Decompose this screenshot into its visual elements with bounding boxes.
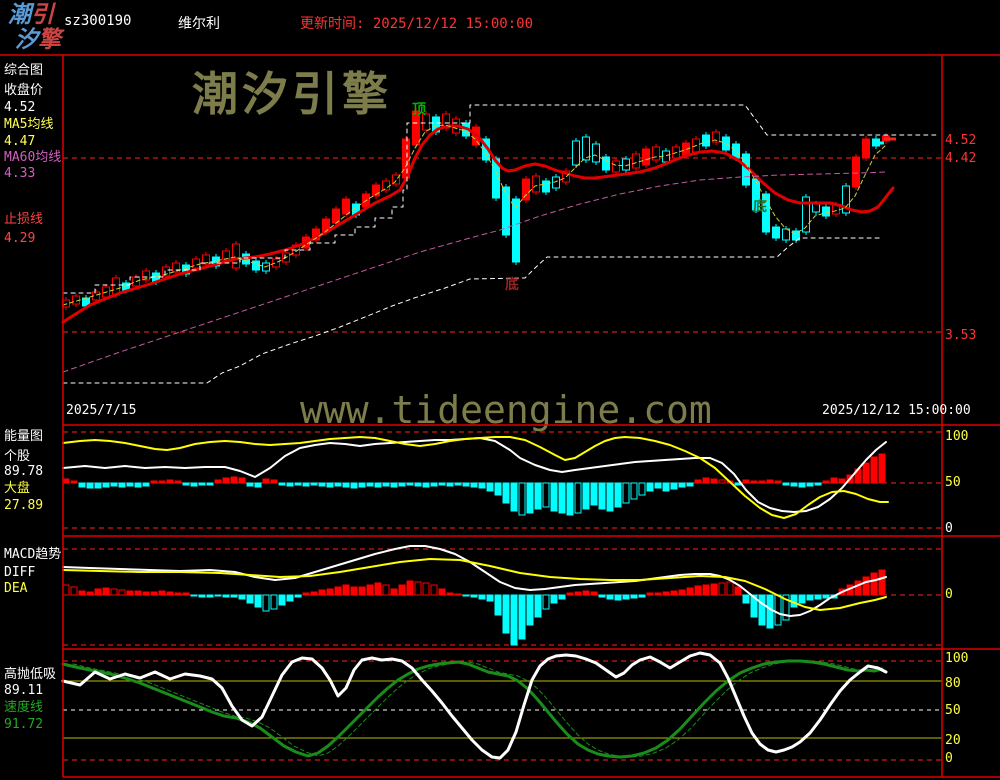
legend-oscillator: 91.72 <box>4 717 44 732</box>
band-lower-white <box>62 237 881 384</box>
diff-white <box>62 545 887 617</box>
oscillator-pane[interactable] <box>63 649 942 777</box>
legend-main-candlestick: 4.33 <box>4 166 36 181</box>
legend-oscillator: 高抛低吸 <box>4 667 57 682</box>
legend-energy: 89.78 <box>4 464 44 479</box>
ma5-yellow <box>62 124 886 306</box>
logo-char: 潮 <box>8 2 31 28</box>
axis-label-main-candlestick: 4.42 <box>945 151 977 166</box>
legend-macd: DIFF <box>4 565 36 580</box>
legend-energy: 能量图 <box>4 429 44 444</box>
legend-macd: DEA <box>4 581 28 596</box>
legend-main-candlestick: 综合图 <box>4 63 44 78</box>
signal-annotation: 顶 <box>412 102 426 118</box>
axis-label-oscillator: 80 <box>945 676 961 691</box>
legend-main-candlestick: 4.52 <box>4 100 36 115</box>
legend-main-candlestick: 止损线 <box>4 212 44 227</box>
logo-char: 汐 <box>15 27 38 53</box>
legend-oscillator: 89.11 <box>4 683 44 698</box>
axis-label-macd: 0 <box>945 587 953 602</box>
date-end-label: 2025/12/12 15:00:00 <box>822 403 971 418</box>
legend-main-candlestick: 4.29 <box>4 231 36 246</box>
axis-label-oscillator: 0 <box>945 751 953 766</box>
speed-green-dashed <box>72 660 881 758</box>
legend-energy: 27.89 <box>4 498 44 513</box>
date-start-label: 2025/7/15 <box>66 403 137 418</box>
legend-macd: MACD趋势 <box>4 547 62 562</box>
tide-engine-logo[interactable]: 潮引 汐擎 <box>8 3 61 53</box>
stock-code: sz300190 <box>64 13 132 29</box>
legend-main-candlestick: MA60均线 <box>4 150 62 165</box>
legend-main-candlestick: 4.47 <box>4 134 36 149</box>
axis-label-oscillator: 20 <box>945 733 961 748</box>
stock-name: 维尔利 <box>178 16 220 32</box>
axis-label-energy: 50 <box>945 475 961 490</box>
hi-sell-lo-buy-white <box>61 651 888 760</box>
logo-char: 擎 <box>38 27 61 53</box>
axis-label-main-candlestick: 4.52 <box>945 133 977 148</box>
dea-yellow <box>62 558 887 611</box>
energy-pane[interactable] <box>63 425 942 536</box>
logo-char: 引 <box>31 2 54 28</box>
watermark-brand: 潮汐引擎 <box>192 67 392 121</box>
macd-pane[interactable] <box>63 536 942 649</box>
update-time: 更新时间: 2025/12/12 15:00:00 <box>300 16 534 32</box>
trend-red-ma <box>61 124 895 324</box>
stock-energy-white <box>62 437 887 513</box>
axis-label-oscillator: 100 <box>945 651 969 666</box>
legend-main-candlestick: 收盘价 <box>4 83 44 98</box>
legend-oscillator: 速度线 <box>4 700 44 715</box>
speed-green <box>61 659 884 759</box>
main-chart-pane[interactable] <box>63 55 942 425</box>
axis-label-energy: 0 <box>945 521 953 536</box>
legend-main-candlestick: MA5均线 <box>4 117 54 132</box>
signal-annotation: 底 <box>753 198 767 215</box>
axis-label-main-candlestick: 3.53 <box>945 328 977 343</box>
signal-annotation: 底 <box>505 276 519 293</box>
legend-energy: 大盘 <box>4 481 31 496</box>
legend-energy: 个股 <box>4 449 31 464</box>
market-energy-yellow <box>62 436 889 519</box>
axis-label-oscillator: 50 <box>945 703 961 718</box>
axis-label-energy: 100 <box>945 429 969 444</box>
